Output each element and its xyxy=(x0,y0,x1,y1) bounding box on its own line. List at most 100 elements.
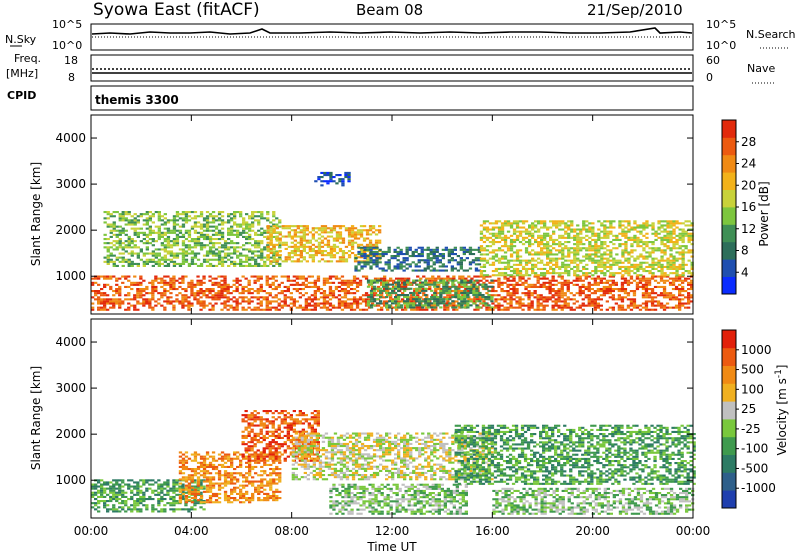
heatmap-cell xyxy=(609,274,613,277)
heatmap-cell xyxy=(248,258,252,261)
heatmap-cell xyxy=(202,229,207,232)
heatmap-cell xyxy=(268,285,272,288)
heatmap-cell xyxy=(482,304,486,307)
heatmap-cell xyxy=(666,259,670,262)
heatmap-cell xyxy=(236,223,240,226)
heatmap-cell xyxy=(347,256,352,259)
heatmap-cell xyxy=(543,222,547,225)
heatmap-cell xyxy=(202,258,207,261)
heatmap-cell xyxy=(184,246,189,249)
heatmap-cell xyxy=(239,225,243,228)
heatmap-cell xyxy=(477,263,482,266)
heatmap-cell xyxy=(302,250,306,253)
heatmap-cell xyxy=(227,264,231,267)
heatmap-cell xyxy=(422,294,426,297)
heatmap-cell xyxy=(205,217,210,220)
heatmap-cell xyxy=(364,298,369,301)
heatmap-cell xyxy=(626,298,631,301)
heatmap-cell xyxy=(361,275,366,278)
heatmap-cell xyxy=(684,296,688,299)
heatmap-cell xyxy=(429,253,433,256)
heatmap-cell xyxy=(274,275,278,278)
heatmap-cell xyxy=(91,290,95,293)
heatmap-cell xyxy=(208,238,213,241)
heatmap-cell xyxy=(247,290,251,293)
heatmap-cell xyxy=(412,281,416,284)
heatmap-cell xyxy=(301,308,305,311)
heatmap-cell xyxy=(567,259,571,262)
heatmap-cell xyxy=(591,249,595,252)
heatmap-cell xyxy=(151,292,155,295)
heatmap-cell xyxy=(524,251,529,254)
heatmap-cell xyxy=(396,253,400,256)
heatmap-cell xyxy=(393,250,397,253)
heatmap-cell xyxy=(569,306,573,309)
heatmap-cell xyxy=(265,300,269,303)
heatmap-cell xyxy=(449,296,453,299)
heatmap-cell xyxy=(672,247,676,250)
heatmap-cell xyxy=(263,217,267,220)
heatmap-cell xyxy=(630,249,634,252)
heatmap-cell xyxy=(352,298,357,301)
heatmap-cell xyxy=(383,277,387,280)
heatmap-cell xyxy=(675,265,679,268)
heatmap-cell xyxy=(644,306,649,309)
heatmap-cell xyxy=(611,298,615,301)
heatmap-cell xyxy=(521,292,525,295)
heatmap-cell xyxy=(175,254,180,257)
heatmap-cell xyxy=(157,227,161,230)
heatmap-cell xyxy=(618,245,622,248)
heatmap-cell xyxy=(603,228,607,231)
heatmap-cell xyxy=(659,279,664,282)
heatmap-cell xyxy=(238,283,242,286)
heatmap-cell xyxy=(163,264,167,267)
heatmap-cell xyxy=(91,277,95,280)
heatmap-cell xyxy=(678,306,682,309)
heatmap-cell xyxy=(644,302,649,305)
heatmap-cell xyxy=(475,285,479,288)
heatmap-cell xyxy=(169,281,173,284)
heatmap-cell xyxy=(642,224,646,227)
heatmap-cell xyxy=(157,302,161,305)
heatmap-cell xyxy=(660,255,664,258)
heatmap-cell xyxy=(650,300,655,303)
heatmap-cell xyxy=(260,227,264,230)
heatmap-cell xyxy=(388,304,392,307)
heatmap-cell xyxy=(100,302,104,305)
heatmap-cell xyxy=(485,245,490,248)
heatmap-cell xyxy=(307,296,311,299)
heatmap-cell xyxy=(331,306,336,309)
heatmap-cell xyxy=(594,261,598,264)
heatmap-cell xyxy=(121,481,125,484)
heatmap-cell xyxy=(392,279,396,282)
heatmap-cell xyxy=(148,304,152,307)
heatmap-cell xyxy=(199,213,204,216)
heatmap-cell xyxy=(487,289,491,292)
heatmap-cell xyxy=(524,281,528,284)
heatmap-cell xyxy=(681,279,685,282)
heatmap-cell xyxy=(274,308,278,311)
heatmap-cell xyxy=(567,265,571,268)
heatmap-cell xyxy=(531,228,535,231)
heatmap-cell xyxy=(385,291,389,294)
heatmap-cell xyxy=(536,281,540,284)
heatmap-cell xyxy=(341,184,345,187)
heatmap-cell xyxy=(600,259,604,262)
heatmap-cell xyxy=(506,224,511,227)
heatmap-cell xyxy=(542,283,546,286)
heatmap-cell xyxy=(450,257,454,260)
heatmap-cell xyxy=(154,300,158,303)
heatmap-cell xyxy=(591,232,595,235)
heatmap-cell xyxy=(385,287,389,290)
heatmap-cell xyxy=(193,298,197,301)
heatmap-cell xyxy=(503,298,507,301)
heatmap-cell xyxy=(265,277,269,280)
heatmap-cell xyxy=(248,262,252,265)
heatmap-cell xyxy=(552,232,556,235)
heatmap-cell xyxy=(308,247,312,250)
heatmap-cell xyxy=(211,242,216,245)
heatmap-cell xyxy=(372,253,376,256)
heatmap-cell xyxy=(268,308,272,311)
heatmap-cell xyxy=(254,215,258,218)
heatmap-cell xyxy=(331,275,336,278)
